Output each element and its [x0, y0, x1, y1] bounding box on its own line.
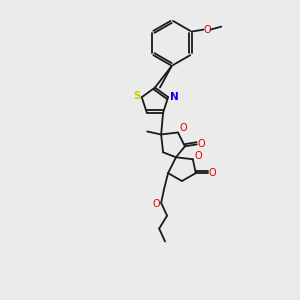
Text: N: N [170, 92, 178, 102]
Text: S: S [133, 91, 141, 101]
Text: O: O [198, 140, 206, 149]
Text: O: O [152, 199, 160, 209]
Text: O: O [209, 168, 217, 178]
Text: O: O [195, 151, 202, 161]
Text: O: O [179, 122, 187, 133]
Text: O: O [204, 25, 211, 34]
